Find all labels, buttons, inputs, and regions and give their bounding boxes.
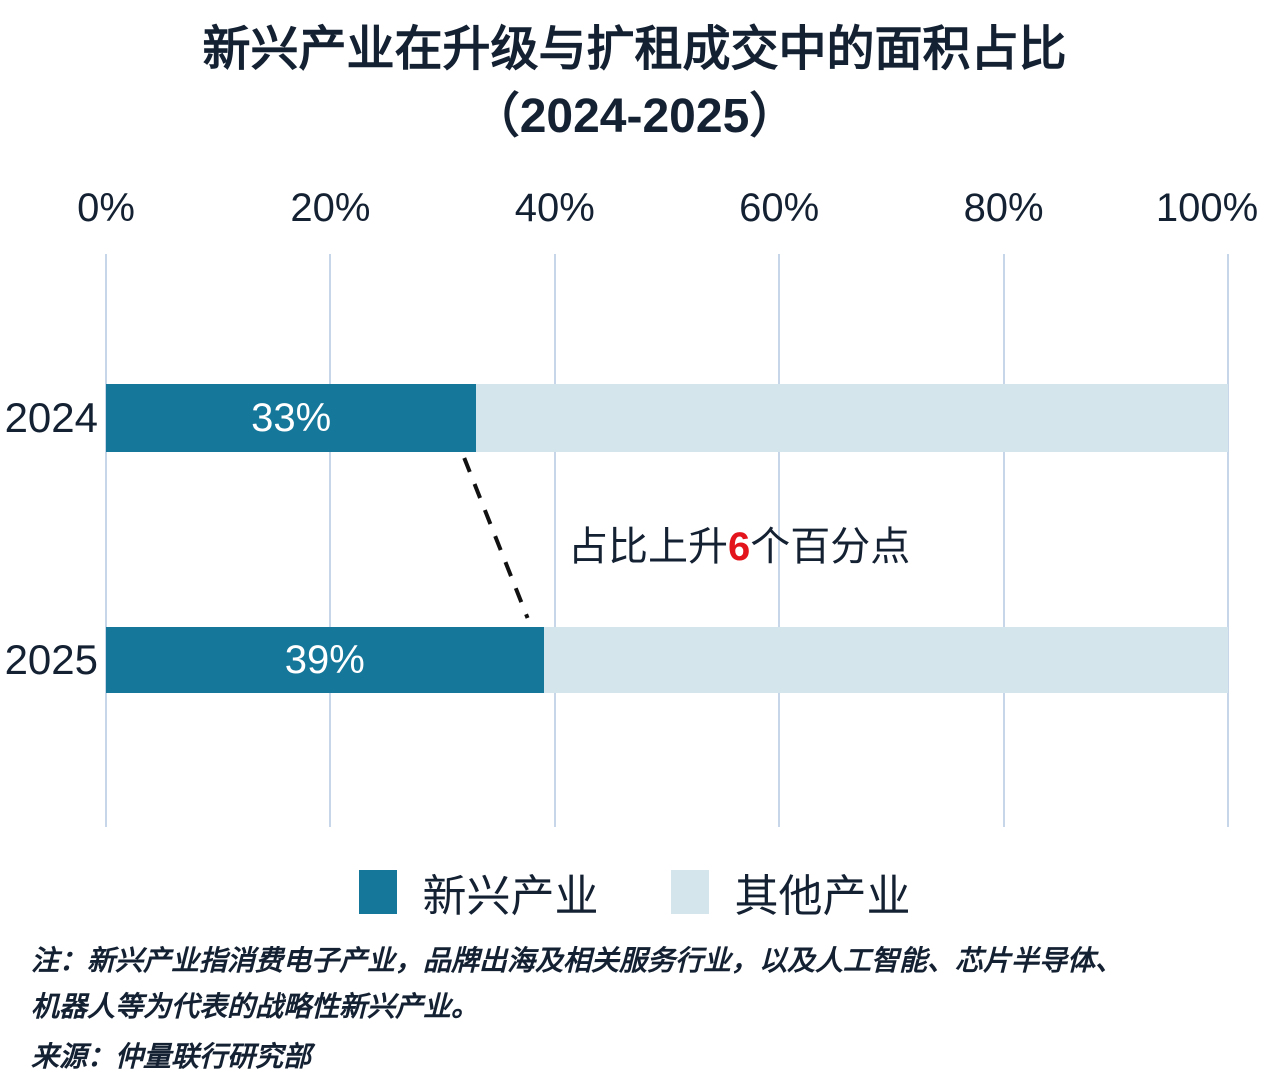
bar-row-2024: 33% (106, 384, 1228, 452)
legend-swatch (670, 870, 709, 914)
source-text: 来源：仲量联行研究部 (31, 1041, 312, 1072)
bar-segment-other (476, 384, 1228, 452)
gridline (1002, 254, 1005, 827)
bar-value-label: 39% (284, 637, 365, 682)
annotation-suffix: 个百分点 (750, 525, 911, 569)
x-axis-tick: 100% (1155, 186, 1259, 230)
category-label-2025: 2025 (4, 636, 98, 683)
legend-item: 其他产业 (670, 860, 911, 924)
gridline (553, 254, 556, 827)
x-axis-tick: 60% (739, 186, 820, 230)
x-axis-tick: 0% (77, 186, 135, 230)
gridline (105, 254, 107, 827)
annotation-text: 占比上升6个百分点 (568, 514, 910, 572)
legend: 新兴产业 其他产业 (0, 860, 1269, 924)
category-label-2024: 2024 (4, 394, 98, 441)
annotation-highlight: 6 (728, 525, 751, 569)
footnotes: 注：新兴产业指消费电子产业，品牌出海及相关服务行业，以及人工智能、芯片半导体、 … (31, 938, 1251, 1080)
chart-title-line2: （2024-2025） (471, 90, 798, 143)
x-axis-tick: 40% (514, 186, 595, 230)
gridline (329, 254, 332, 827)
gridline (1227, 254, 1229, 827)
bar-row-2025: 39% (106, 627, 1228, 693)
legend-item: 新兴产业 (358, 860, 599, 924)
bar-segment-emerging: 33% (106, 384, 477, 452)
chart-title: 新兴产业在升级与扩租成交中的面积占比 （2024-2025） (0, 16, 1269, 150)
legend-label: 新兴产业 (422, 872, 599, 921)
bar-value-label: 33% (251, 395, 332, 440)
note-text-line2: 机器人等为代表的战略性新兴产业。 (31, 991, 480, 1022)
x-axis-tick: 80% (963, 186, 1044, 230)
gridline (778, 254, 781, 827)
bar-segment-other (543, 627, 1228, 693)
legend-label: 其他产业 (734, 872, 911, 921)
plot-area: 33% 39% (105, 254, 1229, 827)
annotation-prefix: 占比上升 (568, 525, 728, 569)
note-text-line1: 注：新兴产业指消费电子产业，品牌出海及相关服务行业，以及人工智能、芯片半导体、 (31, 945, 1124, 976)
x-axis-tick: 20% (290, 186, 371, 230)
chart-title-line1: 新兴产业在升级与扩租成交中的面积占比 (202, 23, 1067, 76)
legend-swatch (358, 870, 397, 914)
bar-segment-emerging: 39% (106, 627, 544, 693)
